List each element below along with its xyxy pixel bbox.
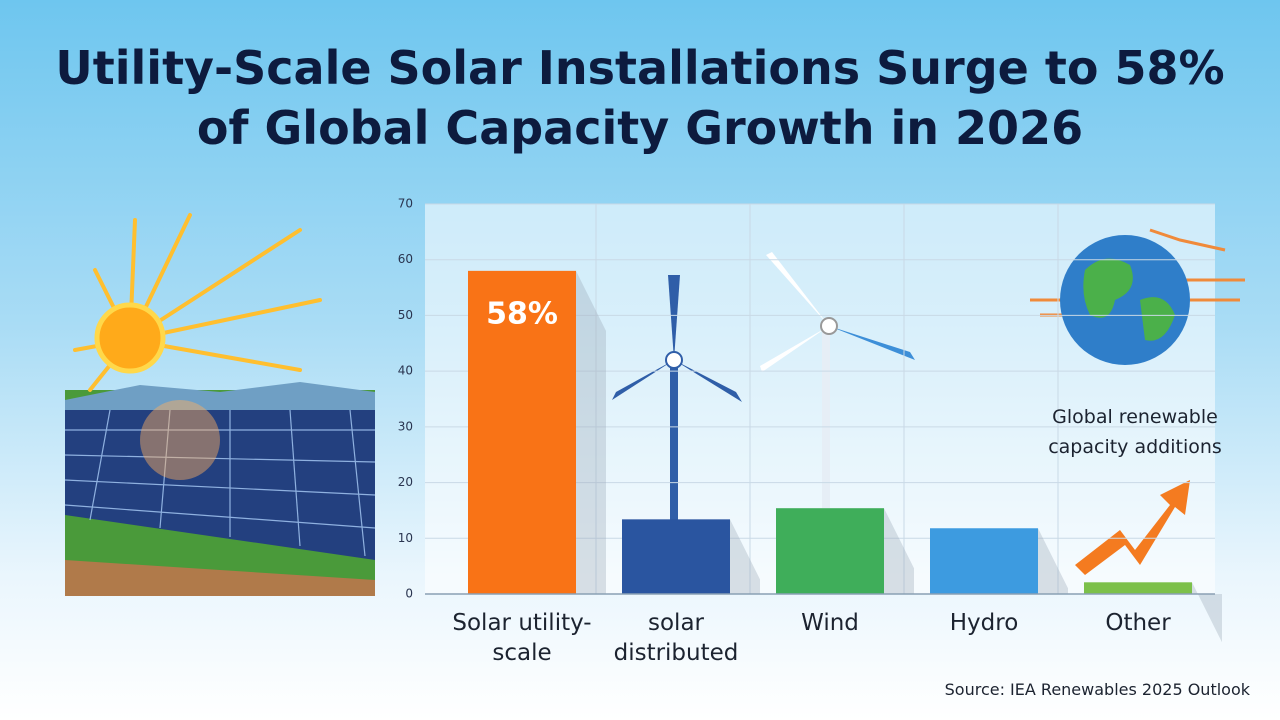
bar-shadow: [730, 519, 760, 594]
globe-illustration: [1030, 228, 1245, 575]
source-note: Source: IEA Renewables 2025 Outlook: [944, 680, 1250, 699]
y-tick-label: 20: [398, 475, 413, 489]
bar: [776, 508, 884, 594]
bar-shadow: [1192, 582, 1222, 643]
wind-turbines: [612, 252, 915, 520]
chart-title: Utility-Scale Solar Installations Surge …: [55, 41, 1225, 155]
bar: [1084, 582, 1192, 594]
bar-shadow: [576, 270, 606, 594]
y-tick-label: 50: [398, 308, 413, 322]
annotation: Global renewable capacity additions: [1048, 406, 1222, 458]
y-tick-label: 70: [398, 197, 413, 211]
x-tick-label: Solar utility-scale: [452, 610, 592, 666]
x-tick-label: solar distributed: [613, 610, 739, 666]
y-tick-label: 40: [398, 364, 413, 378]
x-tick-label: Other: [1105, 610, 1171, 636]
bar-shadow: [884, 508, 914, 594]
value-label: 58%: [486, 296, 558, 331]
bar: [930, 528, 1038, 594]
x-tick-label: Wind: [801, 610, 859, 636]
y-tick-label: 10: [398, 531, 413, 545]
y-tick-label: 30: [398, 419, 413, 433]
bar: [468, 270, 576, 594]
bar: [622, 519, 730, 594]
solar-illustration: [64, 213, 376, 596]
y-tick-label: 0: [405, 587, 413, 601]
y-tick-label: 60: [398, 252, 413, 266]
bar-shadow: [1038, 528, 1068, 594]
x-tick-label: Hydro: [949, 610, 1019, 636]
